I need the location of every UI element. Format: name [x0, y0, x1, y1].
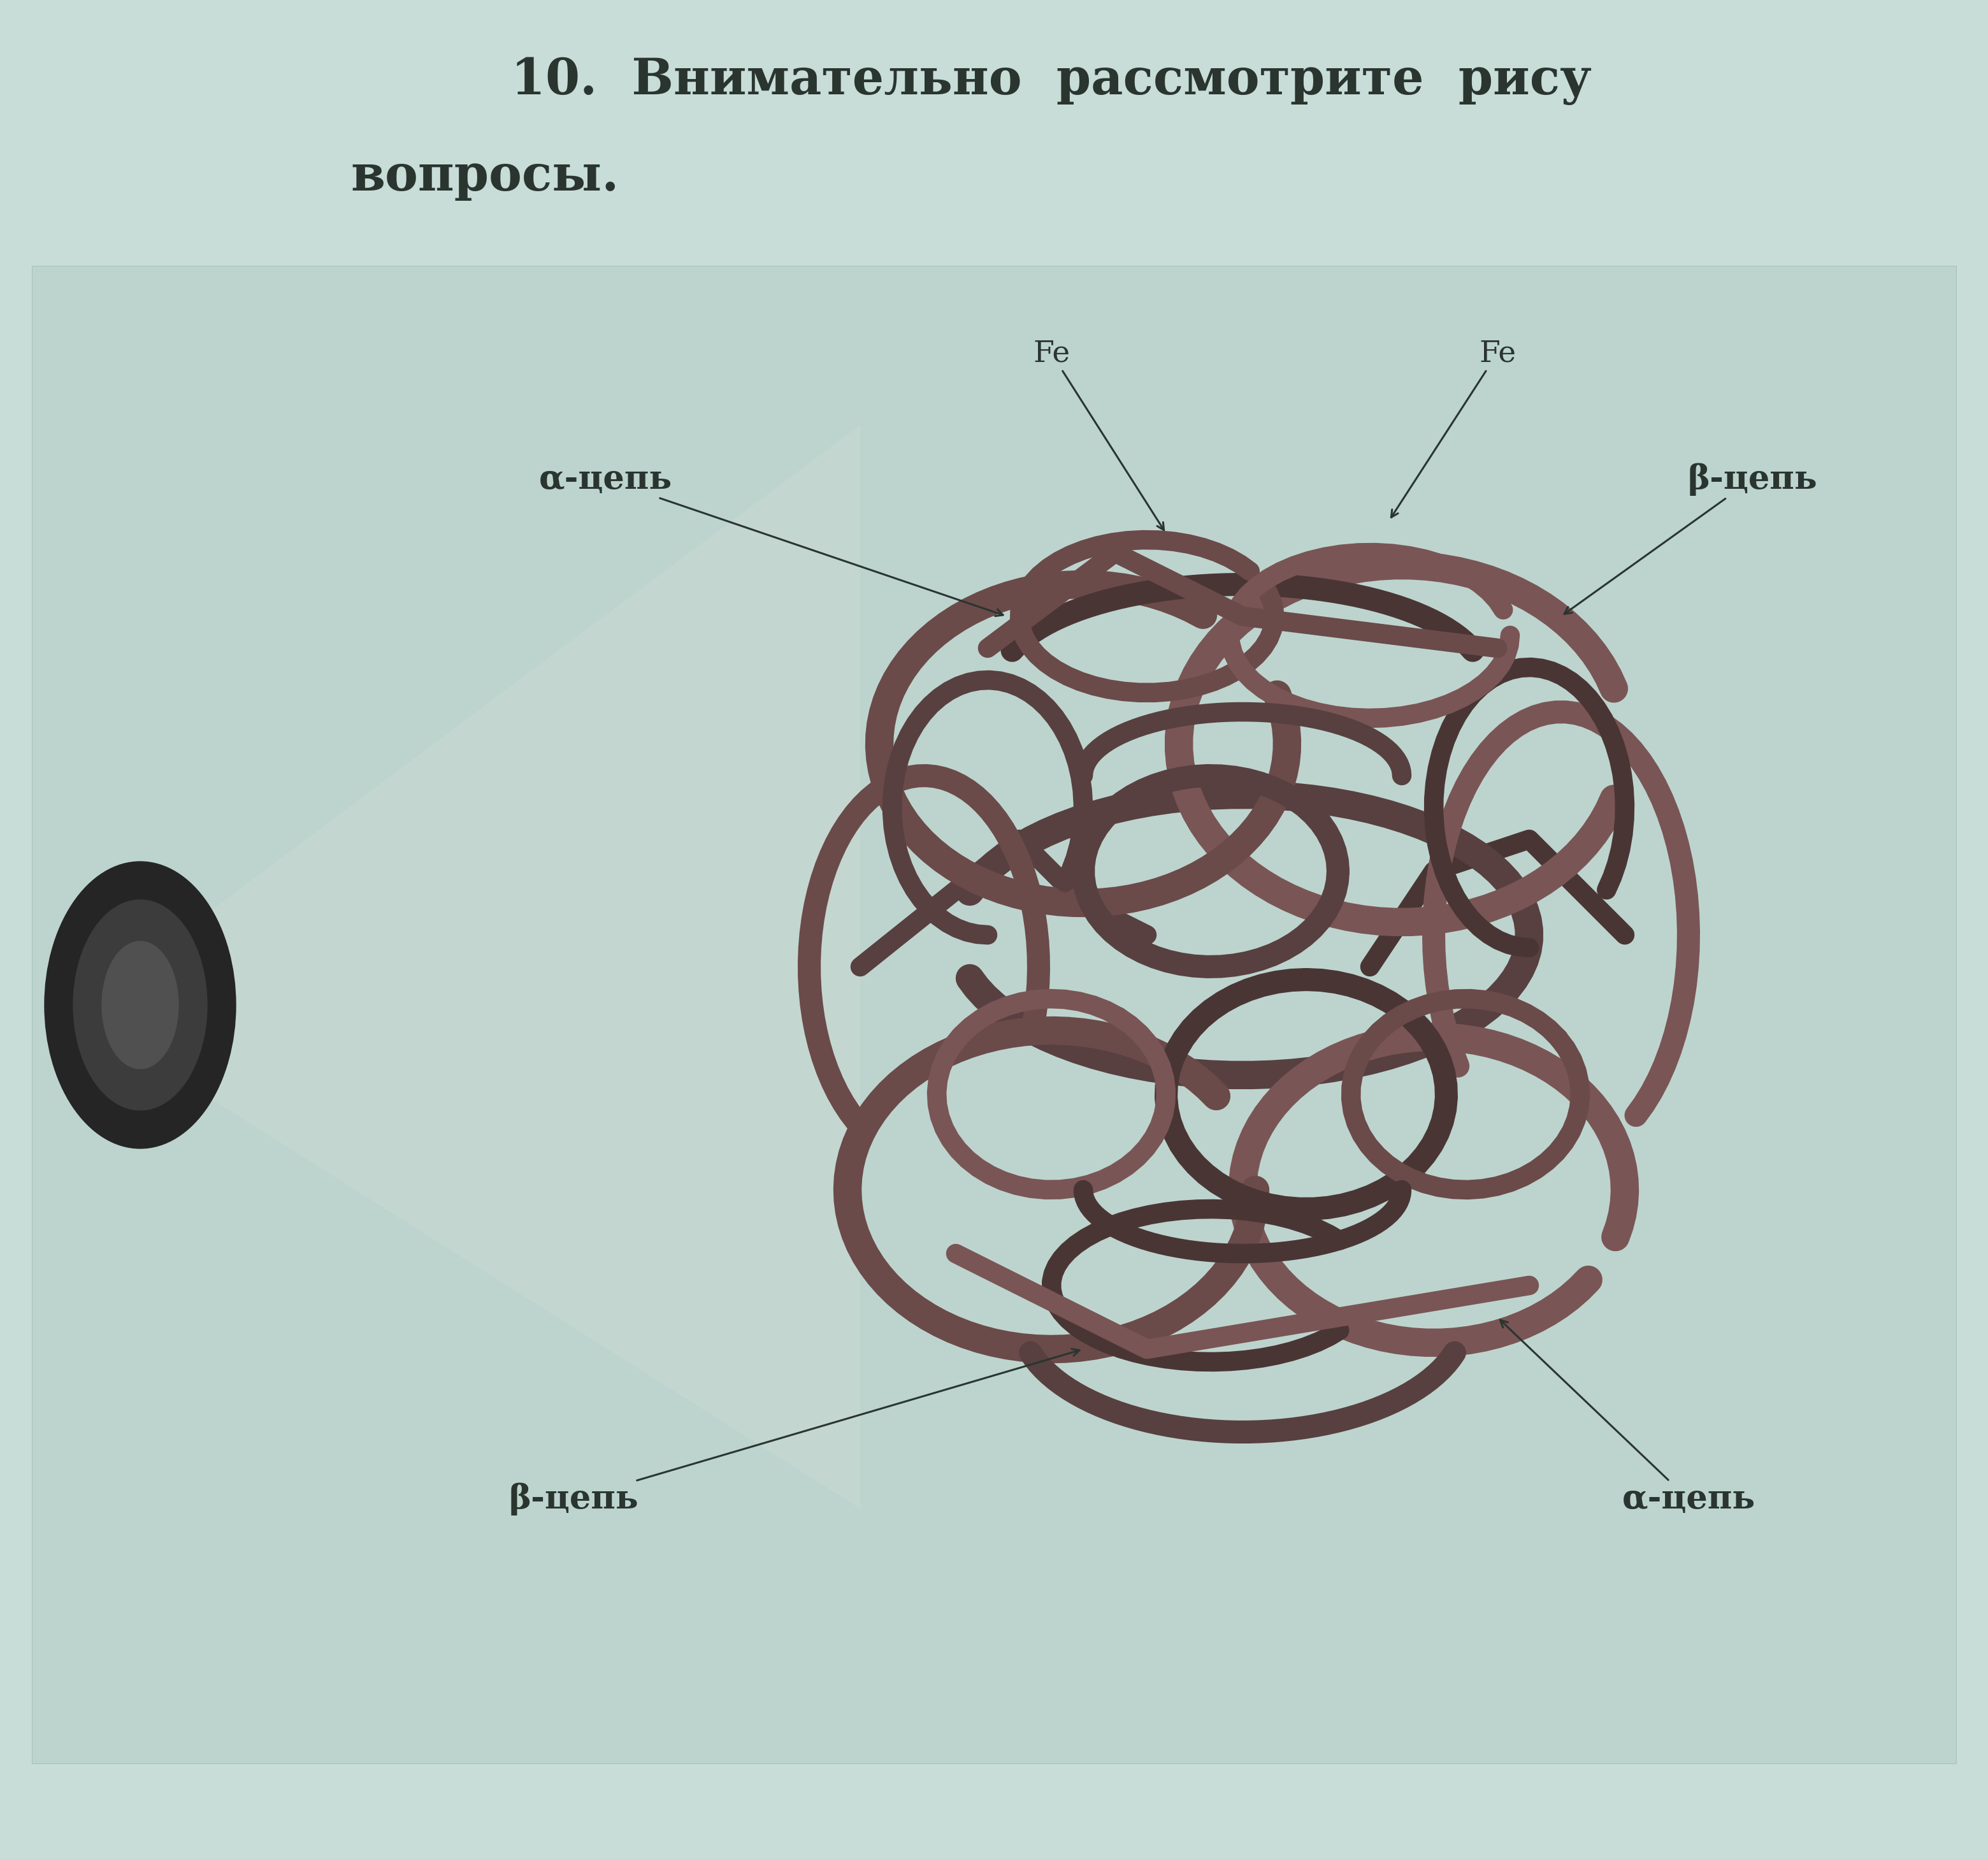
Text: α-цепь: α-цепь — [1501, 1320, 1755, 1515]
Text: вопросы.: вопросы. — [350, 152, 618, 201]
Text: Fe: Fe — [1392, 338, 1517, 517]
Ellipse shape — [74, 900, 207, 1110]
Text: β-цепь: β-цепь — [509, 1350, 1079, 1515]
Text: α-цепь: α-цепь — [539, 463, 1004, 615]
Bar — [32, 266, 1956, 1764]
Polygon shape — [205, 426, 861, 1508]
Text: 10.  Внимательно  рассмотрите  рису: 10. Внимательно рассмотрите рису — [511, 58, 1592, 106]
Ellipse shape — [44, 861, 237, 1149]
Text: Fe: Fe — [1034, 338, 1163, 530]
Ellipse shape — [101, 941, 179, 1069]
Text: β-цепь: β-цепь — [1565, 463, 1817, 613]
